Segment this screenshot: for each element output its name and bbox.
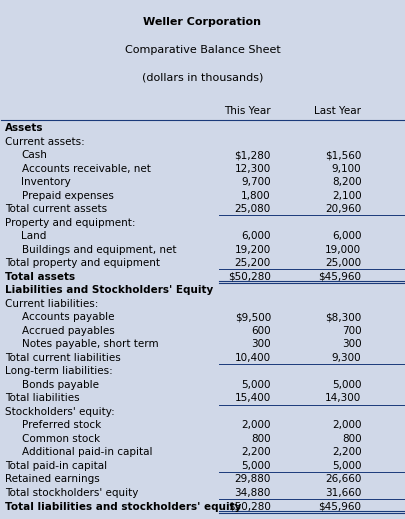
Text: (dollars in thousands): (dollars in thousands) bbox=[142, 73, 263, 83]
Text: Total assets: Total assets bbox=[5, 272, 76, 282]
Text: Total liabilities: Total liabilities bbox=[5, 393, 80, 403]
Text: $8,300: $8,300 bbox=[325, 312, 361, 322]
Text: Buildings and equipment, net: Buildings and equipment, net bbox=[21, 245, 176, 255]
Text: Accounts receivable, net: Accounts receivable, net bbox=[21, 164, 150, 174]
Text: 1,800: 1,800 bbox=[241, 191, 271, 201]
Text: Additional paid-in capital: Additional paid-in capital bbox=[21, 447, 152, 457]
Text: Accounts payable: Accounts payable bbox=[21, 312, 114, 322]
Text: Bonds payable: Bonds payable bbox=[21, 380, 98, 390]
Text: 19,000: 19,000 bbox=[325, 245, 361, 255]
Text: 10,400: 10,400 bbox=[235, 353, 271, 363]
Text: Total current liabilities: Total current liabilities bbox=[5, 353, 121, 363]
Text: $45,960: $45,960 bbox=[318, 501, 361, 512]
Text: Preferred stock: Preferred stock bbox=[21, 420, 101, 430]
Text: Accrued payables: Accrued payables bbox=[21, 326, 114, 336]
Text: Stockholders' equity:: Stockholders' equity: bbox=[5, 407, 115, 417]
Text: $1,280: $1,280 bbox=[234, 150, 271, 160]
Text: Total property and equipment: Total property and equipment bbox=[5, 258, 160, 268]
Text: 29,880: 29,880 bbox=[234, 474, 271, 485]
Text: Prepaid expenses: Prepaid expenses bbox=[21, 191, 113, 201]
Text: 2,200: 2,200 bbox=[332, 447, 361, 457]
Text: Current assets:: Current assets: bbox=[5, 136, 85, 147]
Text: 15,400: 15,400 bbox=[234, 393, 271, 403]
Text: Comparative Balance Sheet: Comparative Balance Sheet bbox=[125, 45, 280, 54]
Text: 800: 800 bbox=[251, 434, 271, 444]
Text: Total current assets: Total current assets bbox=[5, 204, 108, 214]
Text: $50,280: $50,280 bbox=[228, 272, 271, 282]
Text: 5,000: 5,000 bbox=[332, 380, 361, 390]
Text: 25,000: 25,000 bbox=[325, 258, 361, 268]
Text: 9,300: 9,300 bbox=[332, 353, 361, 363]
Text: 2,200: 2,200 bbox=[241, 447, 271, 457]
Text: 14,300: 14,300 bbox=[325, 393, 361, 403]
Text: 300: 300 bbox=[251, 339, 271, 349]
Text: Land: Land bbox=[21, 231, 47, 241]
Text: 700: 700 bbox=[342, 326, 361, 336]
Text: 9,700: 9,700 bbox=[241, 177, 271, 187]
Text: Total liabilities and stockholders' equity: Total liabilities and stockholders' equi… bbox=[5, 501, 242, 512]
Text: $1,560: $1,560 bbox=[325, 150, 361, 160]
Text: Property and equipment:: Property and equipment: bbox=[5, 218, 136, 228]
Text: 20,960: 20,960 bbox=[325, 204, 361, 214]
Text: 12,300: 12,300 bbox=[234, 164, 271, 174]
Text: $9,500: $9,500 bbox=[234, 312, 271, 322]
Text: Cash: Cash bbox=[21, 150, 47, 160]
Text: Weller Corporation: Weller Corporation bbox=[143, 17, 262, 27]
Text: 5,000: 5,000 bbox=[241, 461, 271, 471]
Text: Total paid-in capital: Total paid-in capital bbox=[5, 461, 108, 471]
Text: 600: 600 bbox=[251, 326, 271, 336]
Text: Assets: Assets bbox=[5, 123, 44, 133]
Text: 8,200: 8,200 bbox=[332, 177, 361, 187]
Text: 300: 300 bbox=[342, 339, 361, 349]
Text: 31,660: 31,660 bbox=[325, 488, 361, 498]
Text: This Year: This Year bbox=[224, 106, 271, 116]
Text: 34,880: 34,880 bbox=[234, 488, 271, 498]
Text: 25,200: 25,200 bbox=[234, 258, 271, 268]
Text: 2,000: 2,000 bbox=[332, 420, 361, 430]
Text: 19,200: 19,200 bbox=[234, 245, 271, 255]
Text: Liabilities and Stockholders' Equity: Liabilities and Stockholders' Equity bbox=[5, 285, 214, 295]
Text: 5,000: 5,000 bbox=[241, 380, 271, 390]
Text: 9,100: 9,100 bbox=[332, 164, 361, 174]
Text: 6,000: 6,000 bbox=[241, 231, 271, 241]
Text: Last Year: Last Year bbox=[314, 106, 361, 116]
Text: $50,280: $50,280 bbox=[228, 501, 271, 512]
Text: Common stock: Common stock bbox=[21, 434, 100, 444]
Text: Current liabilities:: Current liabilities: bbox=[5, 299, 99, 309]
Text: 5,000: 5,000 bbox=[332, 461, 361, 471]
Text: Long-term liabilities:: Long-term liabilities: bbox=[5, 366, 113, 376]
Text: Inventory: Inventory bbox=[21, 177, 71, 187]
Text: $45,960: $45,960 bbox=[318, 272, 361, 282]
Text: 2,000: 2,000 bbox=[241, 420, 271, 430]
Text: Retained earnings: Retained earnings bbox=[5, 474, 100, 485]
Text: Total stockholders' equity: Total stockholders' equity bbox=[5, 488, 139, 498]
Text: Notes payable, short term: Notes payable, short term bbox=[21, 339, 158, 349]
Text: 25,080: 25,080 bbox=[234, 204, 271, 214]
Text: 6,000: 6,000 bbox=[332, 231, 361, 241]
Text: 26,660: 26,660 bbox=[325, 474, 361, 485]
Text: 2,100: 2,100 bbox=[332, 191, 361, 201]
Text: 800: 800 bbox=[342, 434, 361, 444]
